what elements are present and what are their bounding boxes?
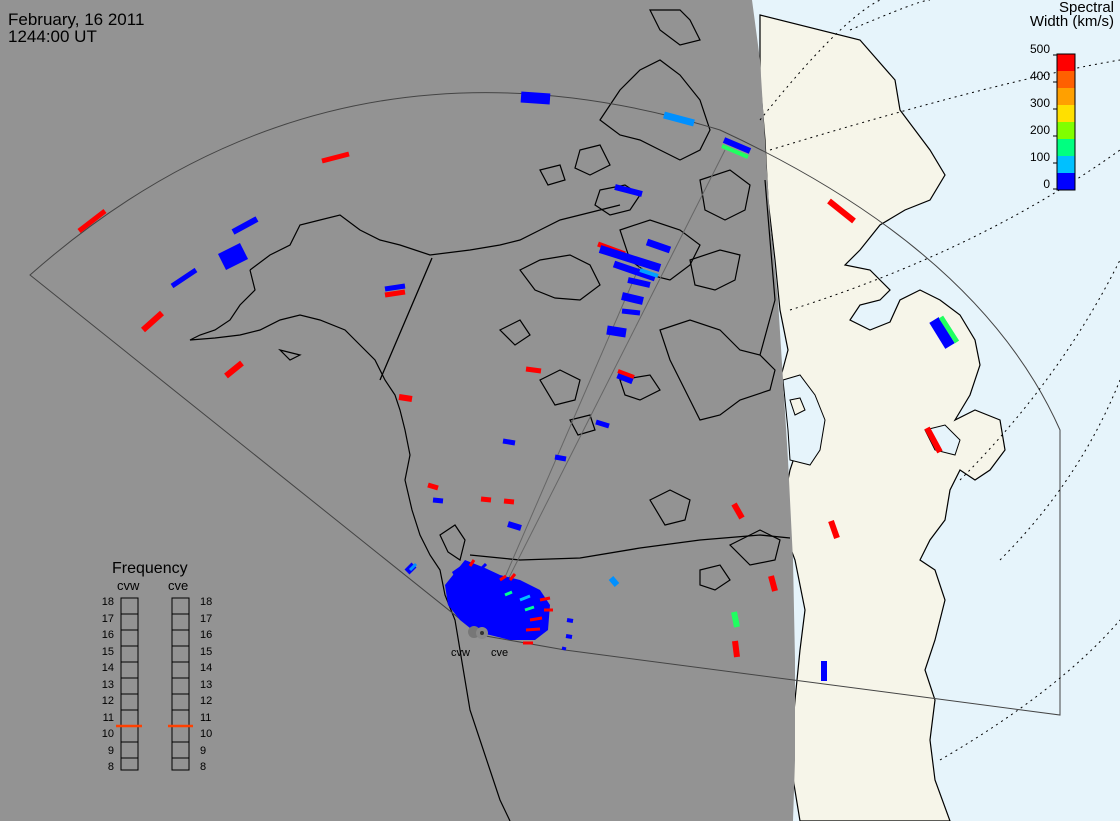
radar-site-markers: [468, 626, 488, 639]
echo: [432, 497, 444, 504]
colorbar-tick: 0: [1043, 177, 1050, 191]
site-label-cve: cve: [491, 647, 509, 659]
echo: [621, 308, 641, 316]
echo: [217, 242, 249, 271]
radar-label-cve: cve: [168, 578, 189, 593]
echo: [561, 646, 567, 651]
frequency-level-label: 18: [101, 596, 114, 608]
echo: [480, 496, 492, 503]
echo: [663, 111, 695, 127]
near-range-echo-strokes: [468, 559, 553, 645]
frequency-level-label: 9: [107, 744, 114, 757]
day-island: [789, 397, 806, 416]
echo: [503, 498, 515, 505]
frequency-title: Frequency: [112, 560, 188, 577]
echo: [565, 634, 573, 639]
date-label: February, 16 2011: [8, 10, 145, 29]
echo: [398, 394, 413, 402]
echo: [938, 315, 960, 344]
frequency-level-label: 14: [200, 662, 213, 674]
frequency-level-label: 13: [101, 678, 114, 691]
echo: [606, 325, 627, 338]
colorbar-tick: 400: [1029, 69, 1050, 83]
echo: [828, 520, 840, 539]
time-label: 1244:00 UT: [8, 27, 97, 46]
frequency-level-label: 12: [200, 695, 213, 707]
frequency-level-label: 17: [200, 612, 213, 625]
echo: [507, 521, 522, 531]
echo: [502, 438, 516, 446]
frequency-level-label: 10: [101, 728, 114, 740]
echo: [827, 198, 856, 224]
echo: [321, 151, 350, 164]
echo: [427, 482, 439, 491]
echo: [621, 292, 644, 305]
echo: [924, 426, 943, 454]
colorbar-tick: 100: [1029, 150, 1050, 164]
echo: [595, 419, 610, 429]
day-gulf: [924, 424, 961, 456]
site-label-cvw: cvw: [451, 647, 470, 659]
echo: [731, 611, 740, 628]
colorbar-tick: 300: [1029, 96, 1050, 110]
echo: [612, 260, 657, 282]
frequency-level-label: 16: [200, 629, 213, 641]
frequency-level-label: 10: [200, 728, 213, 740]
frequency-level-label: 14: [101, 662, 114, 674]
frequency-level-label: 16: [101, 629, 114, 641]
echo: [768, 575, 778, 592]
echo: [614, 184, 643, 197]
frequency-level-label: 8: [200, 761, 207, 773]
frequency-level-label: 12: [101, 695, 114, 707]
frequency-level-label: 13: [200, 678, 213, 691]
coastlines: [189, 9, 791, 821]
echo: [722, 137, 752, 154]
echo: [732, 640, 740, 658]
colorbar-tick: 500: [1029, 42, 1050, 56]
echo: [140, 310, 165, 333]
echo: [554, 454, 567, 462]
frequency-level-label: 9: [200, 744, 207, 757]
echo: [408, 562, 418, 572]
echo: [231, 216, 259, 235]
frequency-level-label: 11: [102, 711, 114, 724]
echo: [731, 502, 745, 520]
echo: [645, 238, 672, 254]
frequency-level-label: 8: [107, 761, 114, 773]
echo: [598, 245, 662, 272]
colorbar-units: Width (km/s): [1029, 13, 1114, 30]
frequency-level-label: 17: [101, 612, 114, 625]
echo: [384, 283, 406, 292]
night-region: [0, 0, 795, 821]
echo: [520, 91, 551, 105]
echo: [170, 267, 198, 289]
echo: [721, 144, 749, 159]
colorbar: [1053, 53, 1076, 191]
day-bay: [782, 374, 826, 466]
echo: [77, 209, 107, 233]
radar-echoes: [77, 91, 960, 681]
frequency-level-label: 11: [200, 711, 212, 724]
echo: [525, 366, 542, 374]
colorbar-tick: 200: [1029, 123, 1050, 137]
echo: [639, 268, 659, 278]
frequency-level-label: 18: [200, 596, 213, 608]
mlat-grid: [759, 0, 1120, 761]
radar-label-cvw: cvw: [117, 578, 140, 593]
echo: [384, 289, 406, 298]
frequency-level-label: 15: [200, 645, 213, 658]
colorbar-title: Spectral: [1058, 0, 1114, 16]
echo: [627, 277, 651, 288]
echo: [617, 369, 635, 379]
echo: [929, 317, 955, 349]
frequency-level-label: 15: [101, 645, 114, 658]
echo: [616, 369, 635, 385]
echo: [566, 618, 574, 623]
echo: [608, 576, 620, 587]
near-range-echoes: [445, 560, 550, 640]
echo: [224, 360, 244, 379]
